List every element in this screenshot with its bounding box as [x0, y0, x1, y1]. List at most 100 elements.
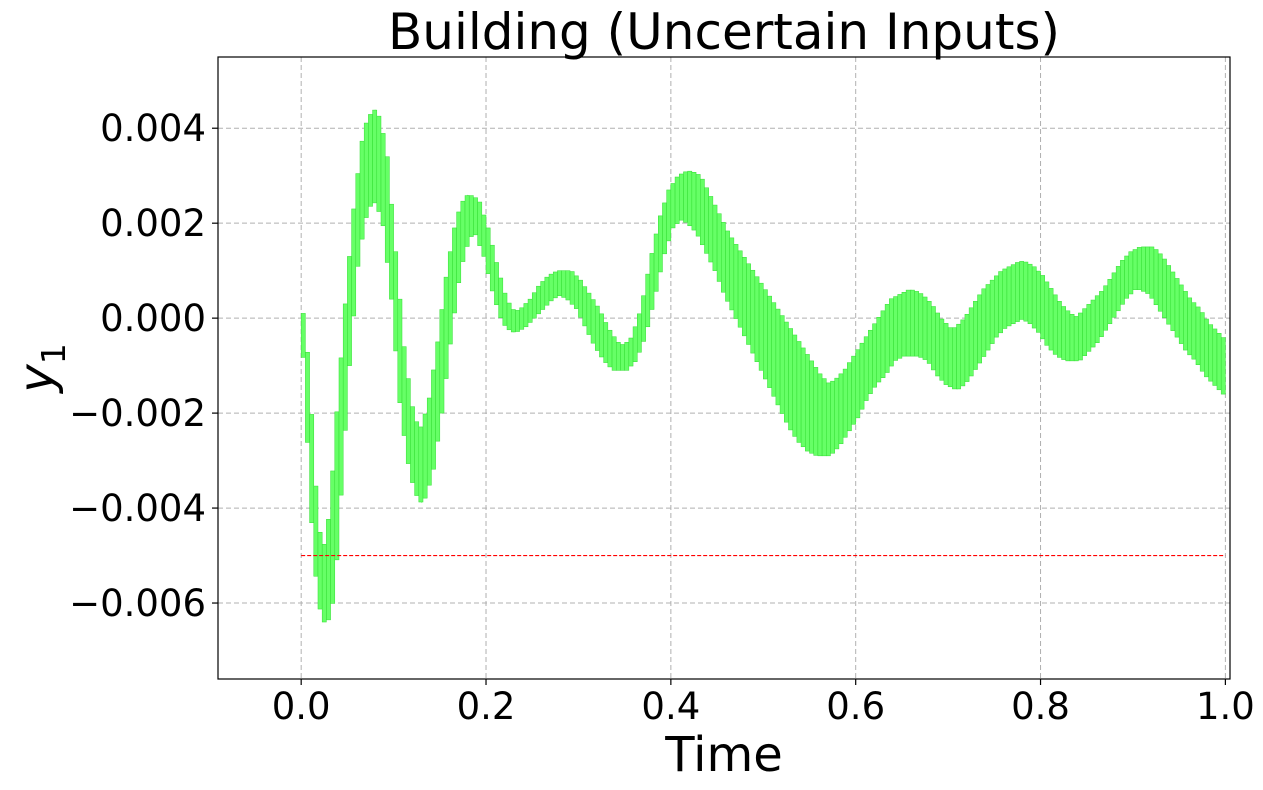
reachable-interval-box	[569, 271, 575, 305]
reachable-interval-box	[1124, 255, 1130, 299]
reachable-interval-box	[700, 178, 705, 246]
reachable-interval-box	[679, 173, 684, 221]
reachable-interval-box	[939, 318, 945, 381]
reachable-interval-box	[1115, 266, 1121, 312]
reachable-interval-box	[414, 421, 420, 496]
reachable-interval-box	[1145, 246, 1151, 294]
reachable-interval-box	[410, 406, 415, 483]
reachable-interval-box	[817, 373, 823, 457]
reachable-interval-box	[527, 298, 533, 323]
reachable-interval-box	[1149, 246, 1155, 299]
reachable-interval-box	[1090, 299, 1096, 348]
reachable-interval-box	[1220, 337, 1226, 395]
reachable-interval-box	[788, 328, 793, 431]
reachable-interval-box	[704, 187, 709, 254]
reachable-interval-box	[342, 303, 348, 431]
reachable-interval-box	[641, 295, 646, 342]
y-axis-ticks: 0.004 0.002 0.000 −0.002 −0.004 −0.006	[69, 107, 218, 625]
reachable-interval-box	[1120, 260, 1125, 305]
reachable-interval-box	[947, 327, 953, 388]
y-tick-label: −0.002	[69, 392, 206, 435]
reachable-interval-box	[729, 237, 735, 311]
reachable-interval-box	[305, 351, 310, 443]
reachable-interval-box	[544, 276, 550, 306]
reachable-interval-box	[1107, 279, 1113, 325]
reachable-interval-box	[716, 213, 722, 282]
reachable-interval-box	[552, 271, 558, 299]
reachable-interval-box	[872, 323, 877, 388]
reachable-interval-box	[452, 227, 457, 314]
reachable-interval-box	[351, 208, 357, 317]
x-axis-ticks: 0.0 0.2 0.4 0.6 0.8 1.0	[272, 679, 1255, 728]
y-tick-label: 0.004	[100, 107, 206, 150]
y-axis-label: y1	[9, 343, 73, 394]
reachable-interval-box	[1086, 304, 1092, 352]
reachable-interval-box	[1111, 272, 1117, 318]
reachable-interval-box	[326, 519, 331, 621]
x-tick-label: 0.8	[1011, 685, 1070, 728]
reachable-interval-box	[674, 176, 680, 224]
reachable-interval-box	[1128, 251, 1134, 295]
reachable-interval-box	[805, 354, 810, 452]
reachable-interval-box	[1094, 295, 1100, 344]
x-tick-label: 0.0	[272, 685, 331, 728]
reachable-interval-box	[918, 293, 924, 358]
reachable-interval-box	[309, 414, 315, 523]
reachable-interval-box	[485, 227, 491, 274]
reachable-interval-box	[758, 282, 764, 371]
reachable-interval-box	[1187, 297, 1193, 356]
reachable-interval-box	[1073, 316, 1079, 362]
reachable-interval-box	[456, 211, 462, 284]
reachable-interval-box	[792, 334, 798, 437]
reachable-interval-box	[523, 303, 529, 328]
reachable-interval-box	[767, 295, 772, 388]
reachable-interval-box	[1065, 310, 1071, 362]
reachable-interval-box	[506, 302, 512, 331]
reachable-interval-box	[658, 215, 663, 273]
reachable-interval-box	[359, 140, 365, 240]
reachable-interval-box	[389, 203, 394, 300]
reachable-interval-box	[691, 172, 697, 231]
x-tick-label: 1.0	[1196, 685, 1255, 728]
reachable-interval-box	[624, 342, 630, 371]
y-axis-label-group: y1	[9, 343, 73, 394]
reachable-interval-box	[1136, 247, 1142, 290]
reachable-interval-box	[363, 122, 369, 218]
reachable-interval-box	[380, 133, 386, 227]
reachable-interval-box	[355, 173, 361, 267]
chart-title: Building (Uncertain Inputs)	[388, 3, 1060, 61]
reachable-interval-box	[477, 201, 483, 246]
reachable-interval-box	[830, 380, 835, 454]
reachable-interval-box	[1006, 266, 1012, 327]
reachable-interval-box	[901, 292, 907, 357]
reachable-interval-box	[439, 309, 445, 414]
reachable-interval-box	[926, 301, 932, 364]
reachable-interval-box	[397, 298, 403, 403]
reachable-interval-box	[1082, 308, 1088, 356]
reachable-interval-box	[800, 347, 806, 448]
reachable-interval-box	[952, 327, 957, 390]
reachable-interval-box	[985, 284, 991, 351]
reachable-interval-box	[645, 273, 651, 328]
reachable-interval-box	[1015, 262, 1020, 322]
reachable-interval-box	[964, 314, 970, 382]
reachable-interval-box	[775, 308, 781, 406]
reachable-interval-box	[418, 426, 424, 503]
reachable-interval-box	[540, 281, 546, 310]
reachable-interval-box	[998, 271, 1003, 334]
reachable-interval-box	[637, 313, 642, 353]
reachable-interval-box	[502, 292, 508, 326]
reachable-interval-box	[1040, 275, 1045, 340]
reachable-interval-box	[347, 256, 352, 366]
y-tick-label: −0.004	[69, 487, 206, 530]
reachable-interval-box	[1036, 270, 1041, 333]
reachable-interval-box	[515, 310, 520, 332]
x-axis-label: Time	[664, 727, 782, 783]
reachable-interval-box	[1216, 333, 1222, 391]
reachable-interval-box	[1191, 302, 1197, 360]
reachable-interval-box	[1195, 306, 1201, 366]
reachable-interval-box	[973, 301, 978, 370]
reachable-interval-box	[721, 222, 726, 293]
reachable-interval-box	[1044, 281, 1050, 346]
